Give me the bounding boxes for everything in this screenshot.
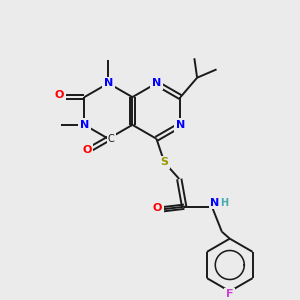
Text: H: H: [220, 198, 228, 208]
Text: N: N: [176, 120, 185, 130]
Text: N: N: [104, 78, 113, 88]
Text: C: C: [108, 134, 115, 144]
Text: S: S: [160, 157, 168, 167]
Text: N: N: [152, 78, 161, 88]
Text: N: N: [210, 198, 220, 208]
Text: O: O: [55, 90, 64, 100]
Text: O: O: [153, 202, 162, 212]
Text: N: N: [80, 120, 89, 130]
Text: F: F: [226, 289, 233, 299]
Text: O: O: [82, 145, 92, 155]
